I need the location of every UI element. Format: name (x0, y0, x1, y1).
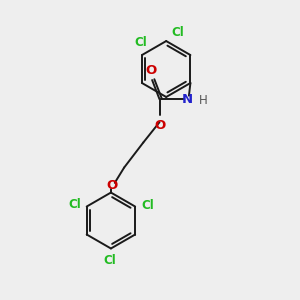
Text: Cl: Cl (172, 26, 184, 39)
Text: O: O (154, 119, 165, 132)
Text: Cl: Cl (103, 254, 116, 267)
Text: Cl: Cl (134, 36, 147, 49)
Text: N: N (182, 93, 193, 106)
Text: H: H (199, 94, 207, 106)
Text: Cl: Cl (69, 198, 81, 211)
Text: O: O (145, 64, 156, 77)
Text: O: O (107, 179, 118, 192)
Text: Cl: Cl (141, 199, 154, 212)
